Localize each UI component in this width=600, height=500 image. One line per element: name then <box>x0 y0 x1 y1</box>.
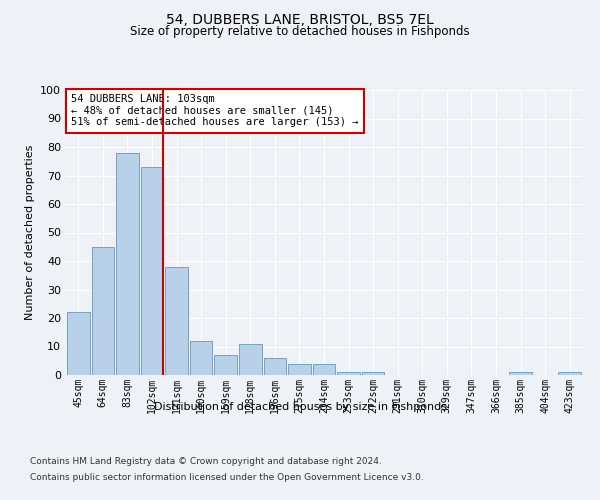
Text: Contains public sector information licensed under the Open Government Licence v3: Contains public sector information licen… <box>30 472 424 482</box>
Bar <box>190 341 212 375</box>
Bar <box>92 246 114 375</box>
Bar <box>559 372 581 375</box>
Bar <box>239 344 262 375</box>
Y-axis label: Number of detached properties: Number of detached properties <box>25 145 35 320</box>
Text: 54 DUBBERS LANE: 103sqm
← 48% of detached houses are smaller (145)
51% of semi-d: 54 DUBBERS LANE: 103sqm ← 48% of detache… <box>71 94 359 128</box>
Bar <box>67 312 89 375</box>
Bar <box>140 167 163 375</box>
Text: Size of property relative to detached houses in Fishponds: Size of property relative to detached ho… <box>130 25 470 38</box>
Bar <box>362 372 385 375</box>
Bar <box>214 355 237 375</box>
Bar <box>313 364 335 375</box>
Bar <box>263 358 286 375</box>
Bar <box>288 364 311 375</box>
Text: 54, DUBBERS LANE, BRISTOL, BS5 7EL: 54, DUBBERS LANE, BRISTOL, BS5 7EL <box>166 12 434 26</box>
Bar <box>337 372 360 375</box>
Text: Distribution of detached houses by size in Fishponds: Distribution of detached houses by size … <box>154 402 446 412</box>
Bar <box>509 372 532 375</box>
Bar <box>116 152 139 375</box>
Bar <box>165 266 188 375</box>
Text: Contains HM Land Registry data © Crown copyright and database right 2024.: Contains HM Land Registry data © Crown c… <box>30 458 382 466</box>
